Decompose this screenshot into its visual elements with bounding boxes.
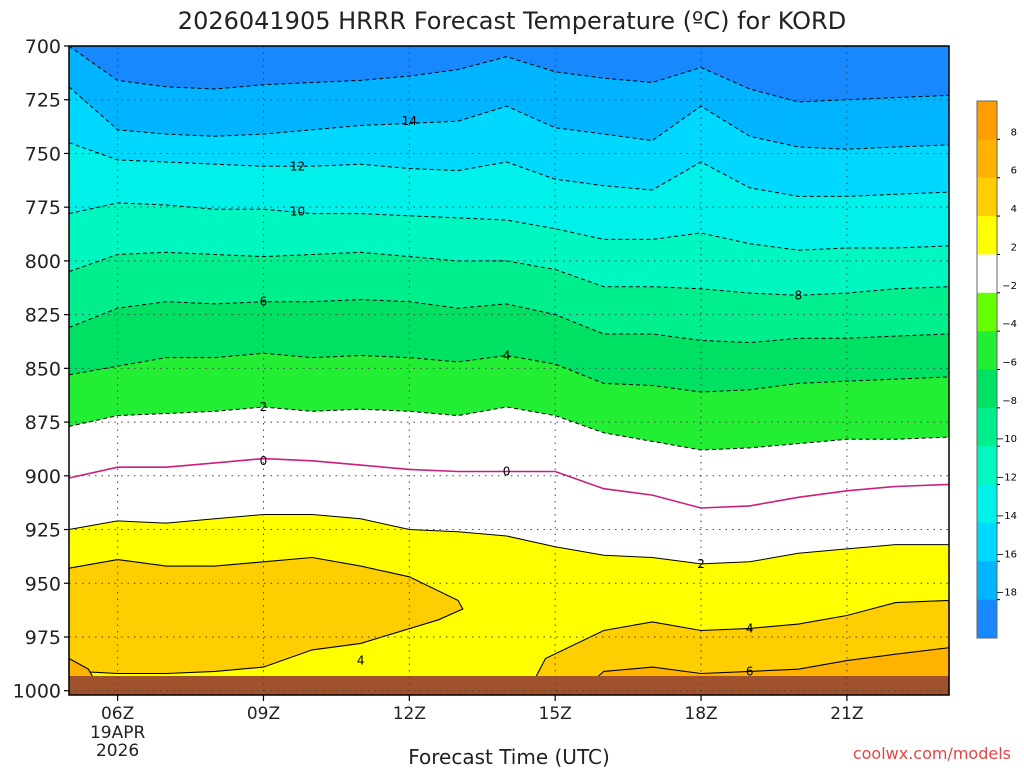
contour-label-2: 10 [290, 204, 305, 218]
x-tick-label-0: 06Z [101, 704, 134, 724]
colorbar-swatch-8 [977, 407, 997, 447]
colorbar-swatch-12 [977, 561, 997, 601]
y-axis: 700 725 750 775 800 825 850 875 900 925 950 975 1000 [13, 36, 69, 703]
contour-line-5 [68, 299, 950, 344]
colorbar-label-6: −6 [1002, 358, 1017, 369]
contour-labels: 14 12 10 8 6 4 2 0 0 2 4 4 6 [260, 114, 802, 678]
colorbar-label-11: −16 [996, 549, 1017, 560]
contour-label-4: 6 [260, 295, 268, 309]
credit-link[interactable]: coolwx.com/models [853, 744, 1011, 763]
x-tick-label-1: 09Z [247, 704, 280, 724]
colorbar-swatch-13 [977, 599, 997, 639]
x-tick-sublabel-0: 19APR [90, 723, 146, 743]
colorbar-swatch-4 [977, 254, 997, 294]
colorbar-swatch-11 [977, 522, 997, 562]
contour-line-0 [68, 45, 950, 103]
y-tick-label-7: 875 [25, 412, 61, 434]
colorbar-label-3: 2 [1011, 242, 1017, 253]
y-tick-label-12: 1000 [13, 681, 61, 703]
ground-strip [69, 676, 949, 695]
grid-lines [69, 45, 949, 695]
y-tick-label-5: 825 [25, 305, 61, 327]
y-tick-label-2: 750 [25, 143, 61, 165]
colorbar-swatch-3 [977, 216, 997, 255]
contour-lines [68, 45, 950, 565]
x-axis-label: Forecast Time (UTC) [408, 745, 610, 768]
contour-label-9: 2 [697, 557, 705, 571]
y-tick-label-11: 975 [25, 627, 61, 649]
x-tick-label-5: 21Z [830, 704, 863, 724]
colorbar-label-0: 8 [1011, 127, 1017, 138]
contour-line-7 [68, 406, 950, 451]
colorbar-swatch-6 [977, 331, 997, 370]
colorbar-swatch-9 [977, 446, 997, 486]
colorbar-label-9: −12 [996, 473, 1017, 484]
y-tick-label-4: 800 [25, 251, 61, 273]
contour-line-3 [68, 202, 950, 251]
contour-label-0: 14 [402, 114, 417, 128]
y-tick-label-1: 725 [25, 90, 61, 112]
colorbar-swatch-10 [977, 484, 997, 524]
colorbar-label-12: −18 [996, 588, 1017, 599]
contour-label-3: 8 [794, 288, 802, 302]
x-tick-sublabel-1: 2026 [96, 741, 139, 761]
contour-line-9 [68, 457, 950, 509]
colorbar-label-10: −14 [996, 511, 1017, 522]
colorbar-label-1: 6 [1011, 166, 1017, 177]
colorbar-label-8: −10 [996, 434, 1017, 445]
contour-label-8: 0 [503, 465, 511, 479]
contour-label-10: 4 [746, 621, 754, 635]
y-tick-label-10: 950 [25, 573, 61, 595]
colorbar-label-4: −2 [1002, 281, 1017, 292]
contour-label-12: 6 [746, 664, 754, 678]
y-tick-label-6: 850 [25, 358, 61, 380]
colorbar-swatch-0 [977, 101, 997, 140]
contour-label-11: 4 [357, 654, 365, 668]
colorbar-swatch-2 [977, 177, 997, 217]
colorbar-label-2: 4 [1011, 204, 1017, 215]
colorbar: 8 6 4 2 −2 −4 −6 −8 −10 −12 −14 −16 −18 [976, 100, 1017, 639]
warm-region-0 [68, 556, 464, 675]
x-tick-label-4: 18Z [684, 704, 717, 724]
x-tick-label-2: 12Z [393, 704, 426, 724]
contour-line-4 [68, 251, 950, 296]
contour-line-1 [68, 86, 950, 150]
plot-area [68, 46, 950, 696]
colorbar-swatch-1 [977, 139, 997, 179]
contour-label-1: 12 [290, 159, 305, 173]
y-tick-label-9: 925 [25, 520, 61, 542]
plot-frame [68, 45, 950, 696]
colorbar-label-5: −4 [1002, 319, 1017, 330]
y-tick-label-3: 775 [25, 197, 61, 219]
contour-label-5: 4 [503, 348, 511, 362]
y-tick-label-0: 700 [25, 36, 61, 58]
contour-line-2 [68, 142, 950, 197]
colorbar-swatch-7 [977, 369, 997, 409]
contour-label-6: 2 [260, 400, 268, 414]
colorbar-swatch-5 [977, 292, 997, 332]
x-tick-label-3: 15Z [539, 704, 572, 724]
contour-label-7: 0 [260, 454, 268, 468]
contour-line-6 [68, 352, 950, 393]
chart-title: 2026041905 HRRR Forecast Temperature (ºC… [178, 7, 846, 35]
colorbar-label-7: −8 [1002, 396, 1017, 407]
contour-line-10 [68, 514, 949, 565]
y-tick-label-8: 900 [25, 466, 61, 488]
